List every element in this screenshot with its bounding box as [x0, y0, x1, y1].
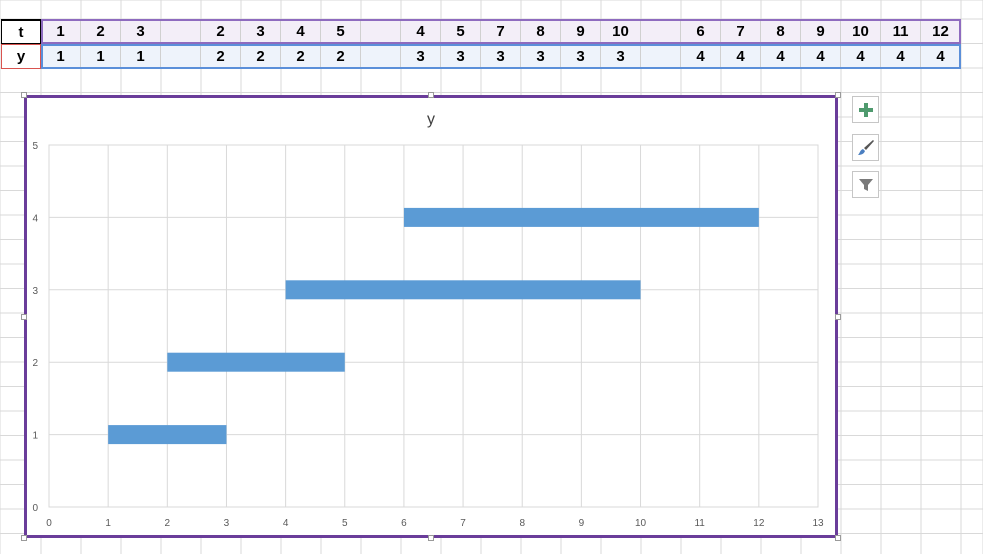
x-tick-label: 4 — [283, 518, 289, 529]
cell-t-18[interactable]: 7 — [721, 19, 761, 44]
cell-t-2[interactable]: 2 — [81, 19, 121, 44]
cell-t-6[interactable]: 3 — [241, 19, 281, 44]
cell-t-19[interactable]: 8 — [761, 19, 801, 44]
cell-t-13[interactable]: 8 — [521, 19, 561, 44]
cell-t-20[interactable]: 9 — [801, 19, 841, 44]
cell-t-17[interactable]: 6 — [681, 19, 721, 44]
cell-t-9[interactable] — [361, 19, 401, 44]
x-tick-label: 1 — [105, 518, 111, 529]
resize-handle-bl[interactable] — [21, 535, 27, 541]
x-tick-label: 10 — [635, 518, 647, 529]
y-tick-label: 0 — [32, 503, 38, 514]
resize-handle-tl[interactable] — [21, 92, 27, 98]
resize-handle-mr[interactable] — [835, 314, 841, 320]
cell-y-14[interactable]: 3 — [561, 44, 601, 69]
cell-y-21[interactable]: 4 — [841, 44, 881, 69]
cell-y-6[interactable]: 2 — [241, 44, 281, 69]
row-header-y[interactable]: y — [1, 44, 41, 69]
cell-y-13[interactable]: 3 — [521, 44, 561, 69]
bar-y2[interactable] — [167, 352, 345, 372]
cell-y-18[interactable]: 4 — [721, 44, 761, 69]
cell-y-22[interactable]: 4 — [881, 44, 921, 69]
resize-handle-bc[interactable] — [428, 535, 434, 541]
resize-handle-ml[interactable] — [21, 314, 27, 320]
chart-filters-button[interactable] — [852, 171, 879, 198]
row-header-t[interactable]: t — [1, 19, 41, 44]
y-tick-label: 3 — [32, 286, 38, 297]
cell-t-3[interactable]: 3 — [121, 19, 161, 44]
cell-y-11[interactable]: 3 — [441, 44, 481, 69]
x-tick-label: 12 — [753, 518, 765, 529]
cell-t-5[interactable]: 2 — [201, 19, 241, 44]
chart-elements-button[interactable] — [852, 96, 879, 123]
x-tick-label: 0 — [46, 518, 52, 529]
resize-handle-tr[interactable] — [835, 92, 841, 98]
cell-t-10[interactable]: 4 — [401, 19, 441, 44]
chart-title[interactable]: y — [427, 111, 435, 128]
x-tick-label: 2 — [165, 518, 171, 529]
x-tick-label: 7 — [460, 518, 466, 529]
y-tick-label: 5 — [32, 141, 38, 152]
x-tick-label: 6 — [401, 518, 407, 529]
resize-handle-tc[interactable] — [428, 92, 434, 98]
x-tick-label: 13 — [812, 518, 824, 529]
cell-y-7[interactable]: 2 — [281, 44, 321, 69]
cell-t-8[interactable]: 5 — [321, 19, 361, 44]
paintbrush-icon — [857, 139, 874, 155]
resize-handle-br[interactable] — [835, 535, 841, 541]
cell-t-12[interactable]: 7 — [481, 19, 521, 44]
bar-y3[interactable] — [285, 280, 641, 300]
plot-area — [48, 144, 819, 508]
x-tick-label: 8 — [519, 518, 525, 529]
x-tick-label: 9 — [579, 518, 585, 529]
cell-y-4[interactable] — [161, 44, 201, 69]
cell-t-15[interactable]: 10 — [601, 19, 641, 44]
cell-y-9[interactable] — [361, 44, 401, 69]
cell-y-1[interactable]: 1 — [41, 44, 81, 69]
y-tick-label: 4 — [32, 213, 38, 224]
cell-y-12[interactable]: 3 — [481, 44, 521, 69]
cell-y-20[interactable]: 4 — [801, 44, 841, 69]
x-tick-label: 5 — [342, 518, 348, 529]
cell-y-2[interactable]: 1 — [81, 44, 121, 69]
filter-icon — [858, 178, 873, 191]
cell-t-4[interactable] — [161, 19, 201, 44]
cell-t-14[interactable]: 9 — [561, 19, 601, 44]
y-tick-label: 2 — [32, 358, 38, 369]
x-tick-label: 3 — [224, 518, 230, 529]
bar-y1[interactable] — [108, 425, 227, 445]
cell-y-10[interactable]: 3 — [401, 44, 441, 69]
plus-icon — [858, 102, 873, 117]
y-tick-label: 1 — [32, 431, 38, 442]
cell-y-17[interactable]: 4 — [681, 44, 721, 69]
cell-t-21[interactable]: 10 — [841, 19, 881, 44]
cell-y-19[interactable]: 4 — [761, 44, 801, 69]
cell-t-16[interactable] — [641, 19, 681, 44]
cell-t-1[interactable]: 1 — [41, 19, 81, 44]
x-tick-label: 11 — [694, 518, 705, 529]
cell-t-22[interactable]: 11 — [881, 19, 921, 44]
cell-t-11[interactable]: 5 — [441, 19, 481, 44]
cell-y-3[interactable]: 1 — [121, 44, 161, 69]
bar-y4[interactable] — [403, 207, 759, 227]
cell-y-15[interactable]: 3 — [601, 44, 641, 69]
cell-y-8[interactable]: 2 — [321, 44, 361, 69]
cell-y-5[interactable]: 2 — [201, 44, 241, 69]
cell-y-16[interactable] — [641, 44, 681, 69]
cell-t-7[interactable]: 4 — [281, 19, 321, 44]
chart-styles-button[interactable] — [852, 134, 879, 161]
